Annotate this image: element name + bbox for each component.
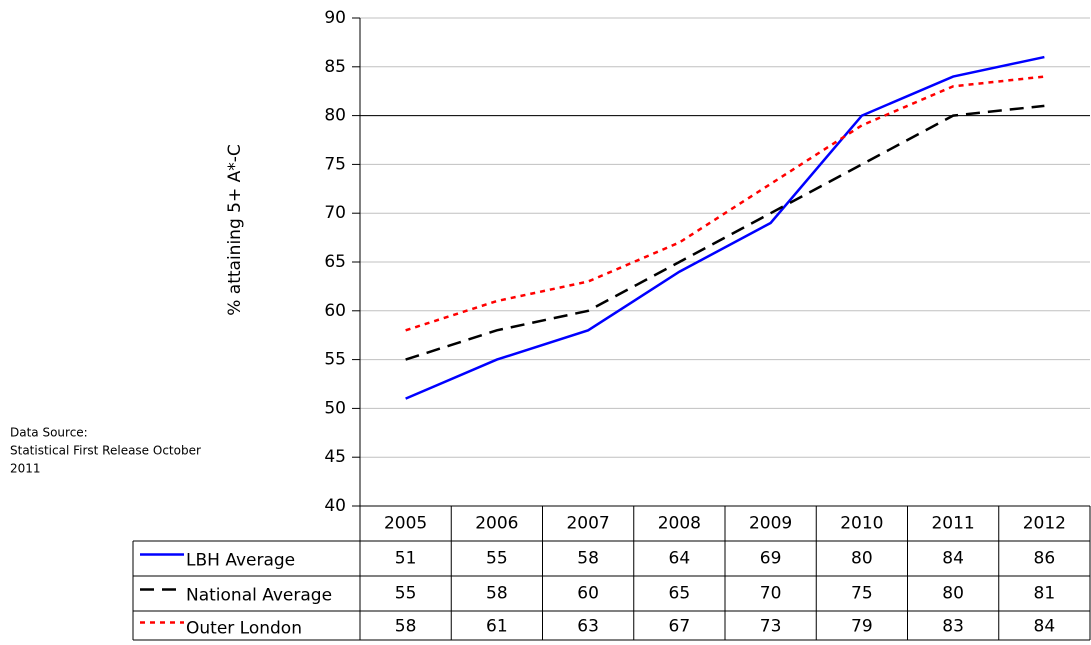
table-value: 58 <box>577 549 599 569</box>
y-tick-label: 70 <box>324 203 346 223</box>
y-tick-label: 55 <box>324 350 346 370</box>
y-tick-label: 80 <box>324 106 346 126</box>
x-tick-label: 2010 <box>840 514 883 534</box>
table-value: 70 <box>760 584 782 604</box>
y-tick-label: 60 <box>324 301 346 321</box>
table-value: 81 <box>1034 584 1056 604</box>
source-line: Data Source: <box>10 426 88 440</box>
x-tick-label: 2009 <box>749 514 792 534</box>
table-value: 51 <box>395 549 417 569</box>
x-tick-label: 2011 <box>931 514 974 534</box>
source-line: 2011 <box>10 462 41 476</box>
x-tick-label: 2005 <box>384 514 427 534</box>
table-value: 75 <box>851 584 873 604</box>
legend-label: LBH Average <box>186 551 295 571</box>
table-value: 55 <box>486 549 508 569</box>
legend-label: National Average <box>186 586 332 606</box>
series-line <box>405 75 1045 332</box>
y-tick-label: 50 <box>324 398 346 418</box>
table-value: 58 <box>486 584 508 604</box>
y-tick-label: 75 <box>324 154 346 174</box>
series-line <box>405 55 1045 400</box>
table-value: 73 <box>760 617 782 637</box>
source-line: Statistical First Release October <box>10 444 201 458</box>
table-value: 63 <box>577 617 599 637</box>
y-axis-label: % attaining 5+ A*-C <box>225 144 245 316</box>
table-value: 80 <box>942 584 964 604</box>
table-value: 84 <box>1034 617 1056 637</box>
x-tick-label: 2007 <box>566 514 609 534</box>
y-tick-label: 85 <box>324 57 346 77</box>
table-value: 65 <box>669 584 691 604</box>
table-value: 69 <box>760 549 782 569</box>
table-value: 55 <box>395 584 417 604</box>
table-value: 64 <box>669 549 691 569</box>
y-tick-label: 45 <box>324 447 346 467</box>
table-value: 61 <box>486 617 508 637</box>
table-value: 79 <box>851 617 873 637</box>
y-tick-label: 40 <box>324 496 346 516</box>
table-value: 86 <box>1034 549 1056 569</box>
table-value: 80 <box>851 549 873 569</box>
x-tick-label: 2006 <box>475 514 518 534</box>
x-tick-label: 2012 <box>1023 514 1066 534</box>
x-tick-label: 2008 <box>658 514 701 534</box>
y-tick-label: 65 <box>324 252 346 272</box>
table-value: 67 <box>669 617 691 637</box>
legend-label: Outer London <box>186 619 302 639</box>
series-line <box>405 104 1045 361</box>
table-value: 58 <box>395 617 417 637</box>
table-value: 84 <box>942 549 964 569</box>
y-tick-label: 90 <box>324 8 346 28</box>
table-value: 83 <box>942 617 964 637</box>
table-value: 60 <box>577 584 599 604</box>
